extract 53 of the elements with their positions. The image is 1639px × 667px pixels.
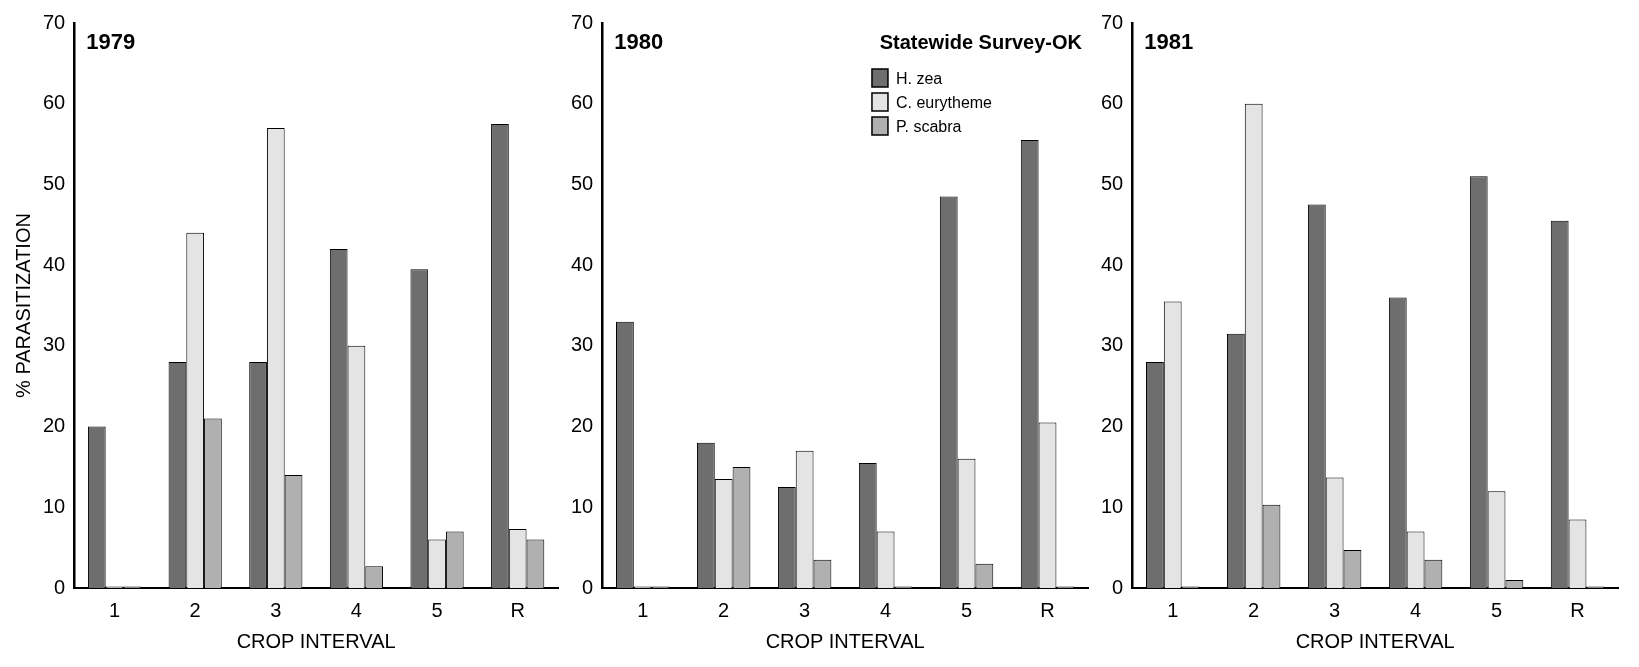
legend-label: P. scabra	[895, 118, 962, 135]
x-tick-label: 1	[1167, 598, 1179, 621]
y-tick-label: 0	[54, 575, 66, 598]
y-tick-label: 20	[43, 414, 66, 437]
legend-label: H. zea	[895, 70, 943, 87]
y-tick-label: 70	[571, 10, 594, 33]
chart-title: 1981	[1144, 29, 1194, 54]
x-tick-label: 2	[1248, 598, 1260, 621]
x-tick-label: 2	[189, 598, 201, 621]
y-tick-label: 10	[571, 494, 594, 517]
x-tick-label: 1	[109, 598, 121, 621]
y-tick-label: 50	[43, 171, 66, 194]
y-tick-label: 30	[571, 333, 594, 356]
y-tick-label: 20	[1101, 414, 1124, 437]
x-tick-label: R	[1040, 598, 1055, 621]
y-tick-label: 40	[571, 252, 594, 275]
y-tick-label: 0	[1112, 575, 1124, 598]
chart-title: 1979	[86, 29, 136, 54]
y-tick-label: 10	[1101, 494, 1124, 517]
x-axis-title: CROP INTERVAL	[1295, 629, 1455, 652]
y-tick-label: 70	[43, 10, 66, 33]
x-tick-label: 3	[270, 598, 282, 621]
annotation: Statewide Survey-OK	[879, 31, 1083, 53]
y-tick-label: 20	[571, 414, 594, 437]
x-tick-label: R	[1570, 598, 1585, 621]
y-tick-label: 50	[1101, 171, 1124, 194]
x-axis-title: CROP INTERVAL	[236, 629, 396, 652]
x-tick-label: 5	[961, 598, 973, 621]
x-tick-label: 5	[1491, 598, 1503, 621]
x-tick-label: 4	[1410, 598, 1422, 621]
x-tick-label: 3	[799, 598, 811, 621]
x-tick-label: 3	[1329, 598, 1341, 621]
x-tick-label: R	[510, 598, 525, 621]
chart-title: 1980	[614, 29, 664, 54]
y-tick-label: 50	[571, 171, 594, 194]
x-tick-label: 4	[880, 598, 892, 621]
x-tick-label: 4	[350, 598, 362, 621]
y-tick-label: 40	[1101, 252, 1124, 275]
y-tick-label: 60	[1101, 91, 1124, 114]
y-tick-label: 30	[43, 333, 66, 356]
y-tick-label: 10	[43, 494, 66, 517]
x-tick-label: 2	[718, 598, 730, 621]
y-tick-label: 70	[1101, 10, 1124, 33]
legend-label: C. eurytheme	[895, 94, 993, 111]
y-tick-label: 60	[43, 91, 66, 114]
y-tick-label: 60	[571, 91, 594, 114]
y-tick-label: 40	[43, 252, 66, 275]
y-tick-label: 0	[582, 575, 594, 598]
y-tick-label: 30	[1101, 333, 1124, 356]
x-tick-label: 1	[637, 598, 649, 621]
x-axis-title: CROP INTERVAL	[765, 629, 925, 652]
x-tick-label: 5	[431, 598, 443, 621]
y-axis-title: % PARASITIZATION	[11, 213, 34, 398]
